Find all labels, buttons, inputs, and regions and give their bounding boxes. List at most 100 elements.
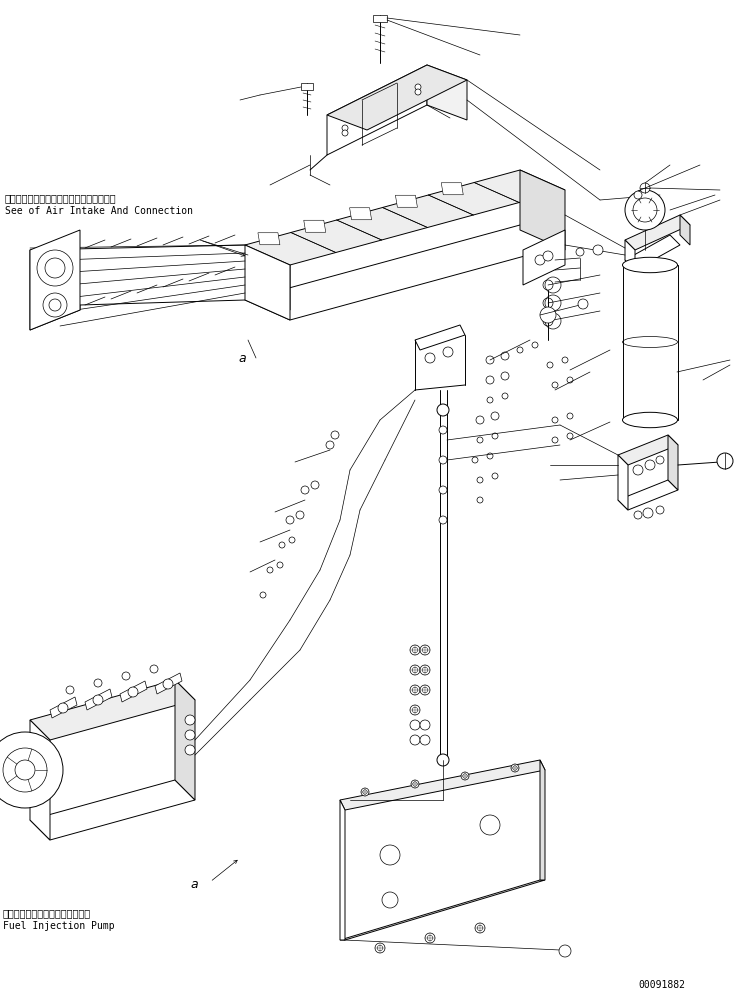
Circle shape <box>410 665 420 675</box>
Circle shape <box>66 686 74 694</box>
Circle shape <box>443 347 453 357</box>
Circle shape <box>463 774 467 779</box>
Circle shape <box>475 923 485 933</box>
Circle shape <box>425 353 435 363</box>
Circle shape <box>380 845 400 865</box>
Circle shape <box>559 945 571 957</box>
Circle shape <box>513 766 517 771</box>
Polygon shape <box>427 65 467 120</box>
Circle shape <box>410 735 420 745</box>
Circle shape <box>411 780 419 788</box>
Circle shape <box>43 293 67 317</box>
Circle shape <box>185 730 195 740</box>
Circle shape <box>326 441 334 449</box>
Polygon shape <box>625 240 635 270</box>
Circle shape <box>412 667 418 673</box>
Circle shape <box>477 925 482 931</box>
Polygon shape <box>120 681 147 702</box>
Circle shape <box>477 477 483 483</box>
Polygon shape <box>30 680 195 740</box>
Circle shape <box>567 413 573 419</box>
Circle shape <box>552 437 558 443</box>
Polygon shape <box>396 195 417 207</box>
Circle shape <box>425 933 435 943</box>
Circle shape <box>476 416 484 424</box>
Circle shape <box>420 685 430 695</box>
Circle shape <box>363 790 368 795</box>
Circle shape <box>415 89 421 95</box>
Polygon shape <box>327 65 467 130</box>
Circle shape <box>93 695 103 705</box>
Circle shape <box>437 404 449 416</box>
Polygon shape <box>50 697 77 718</box>
Circle shape <box>439 486 447 494</box>
Circle shape <box>547 362 553 368</box>
Text: フェエルインジェクションポンプ: フェエルインジェクションポンプ <box>3 908 91 918</box>
Circle shape <box>260 592 266 598</box>
Circle shape <box>128 687 138 697</box>
Circle shape <box>487 453 493 459</box>
Circle shape <box>410 685 420 695</box>
Circle shape <box>491 412 499 420</box>
Polygon shape <box>625 215 690 250</box>
Circle shape <box>543 298 553 308</box>
Polygon shape <box>245 245 290 320</box>
Polygon shape <box>30 720 50 840</box>
Polygon shape <box>625 235 680 270</box>
Circle shape <box>543 280 553 290</box>
Circle shape <box>58 703 68 713</box>
Polygon shape <box>175 680 195 800</box>
Text: a: a <box>190 878 198 891</box>
Circle shape <box>420 645 430 655</box>
Circle shape <box>342 125 348 131</box>
Circle shape <box>562 357 568 363</box>
Polygon shape <box>415 325 465 350</box>
Polygon shape <box>373 15 387 22</box>
Circle shape <box>311 481 319 489</box>
Circle shape <box>428 935 433 941</box>
Text: Fuel Injection Pump: Fuel Injection Pump <box>3 921 115 931</box>
Polygon shape <box>85 689 112 710</box>
Circle shape <box>277 562 283 568</box>
Circle shape <box>543 251 553 261</box>
Circle shape <box>296 511 304 519</box>
Circle shape <box>480 815 500 835</box>
Polygon shape <box>668 435 678 490</box>
Circle shape <box>0 732 63 808</box>
Polygon shape <box>245 170 565 265</box>
Polygon shape <box>30 245 290 330</box>
Circle shape <box>540 307 556 323</box>
Circle shape <box>415 84 421 90</box>
Circle shape <box>477 497 483 503</box>
Circle shape <box>656 456 664 464</box>
Circle shape <box>49 299 61 311</box>
Circle shape <box>420 735 430 745</box>
Circle shape <box>412 707 418 713</box>
Polygon shape <box>540 760 545 880</box>
Circle shape <box>279 542 285 548</box>
Polygon shape <box>523 230 565 285</box>
Circle shape <box>342 130 348 136</box>
Polygon shape <box>340 880 545 940</box>
Circle shape <box>301 486 309 494</box>
Circle shape <box>410 720 420 730</box>
Circle shape <box>289 537 295 543</box>
Circle shape <box>501 372 509 380</box>
Circle shape <box>422 647 428 653</box>
Circle shape <box>576 248 584 256</box>
Circle shape <box>517 347 523 353</box>
Circle shape <box>3 748 47 792</box>
Circle shape <box>420 720 430 730</box>
Circle shape <box>633 465 643 475</box>
Circle shape <box>437 754 449 766</box>
Polygon shape <box>441 182 463 194</box>
Circle shape <box>634 191 642 199</box>
Polygon shape <box>618 480 678 510</box>
Circle shape <box>331 431 339 439</box>
Circle shape <box>439 426 447 434</box>
Polygon shape <box>155 673 182 694</box>
Circle shape <box>422 667 428 673</box>
Circle shape <box>377 945 383 951</box>
Circle shape <box>543 316 553 326</box>
Circle shape <box>502 393 508 399</box>
